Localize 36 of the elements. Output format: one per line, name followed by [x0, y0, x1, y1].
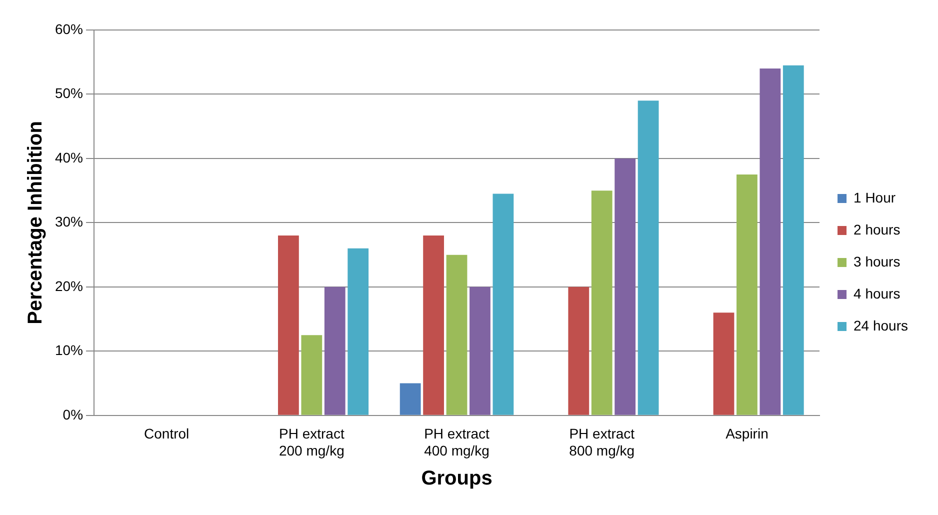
bar [423, 236, 444, 415]
legend-label: 24 hours [854, 317, 908, 334]
bar [638, 100, 659, 415]
x-axis-title: Groups [421, 468, 492, 490]
y-tick-label: 30% [54, 214, 84, 230]
bar [446, 254, 468, 415]
bar [400, 383, 421, 415]
y-tick-label: 0% [62, 406, 84, 422]
bar [470, 286, 490, 415]
legend-label: 1 Hour [854, 189, 896, 206]
legend-label: 2 hours [854, 221, 900, 238]
y-tick-label: 50% [54, 85, 84, 102]
legend-label: 4 hours [854, 285, 900, 302]
bar [324, 286, 346, 415]
bar [591, 190, 612, 415]
bar [348, 248, 369, 415]
bar [568, 286, 590, 415]
legend-label: 3 hours [854, 253, 900, 270]
y-tick-label: 40% [54, 149, 84, 166]
y-tick-label: 10% [54, 342, 84, 358]
x-tick-label: PH extract 400 mg/kg [424, 426, 490, 458]
x-tick-label: PH extract 800 mg/kg [569, 426, 635, 458]
bar [713, 312, 734, 415]
bar [492, 194, 514, 415]
y-axis-title: Percentage Inhibition [24, 121, 47, 324]
bar [614, 158, 636, 415]
y-tick-label: 60% [54, 20, 84, 37]
x-tick-label: PH extract 200 mg/kg [278, 426, 344, 458]
y-tick-label: 20% [54, 278, 84, 294]
x-tick-label: Aspirin [726, 426, 768, 442]
bar [782, 65, 804, 415]
bar [760, 68, 781, 415]
x-tick-label: Control [144, 426, 190, 442]
bar [278, 236, 299, 415]
bar [736, 174, 758, 415]
bar [301, 335, 322, 415]
